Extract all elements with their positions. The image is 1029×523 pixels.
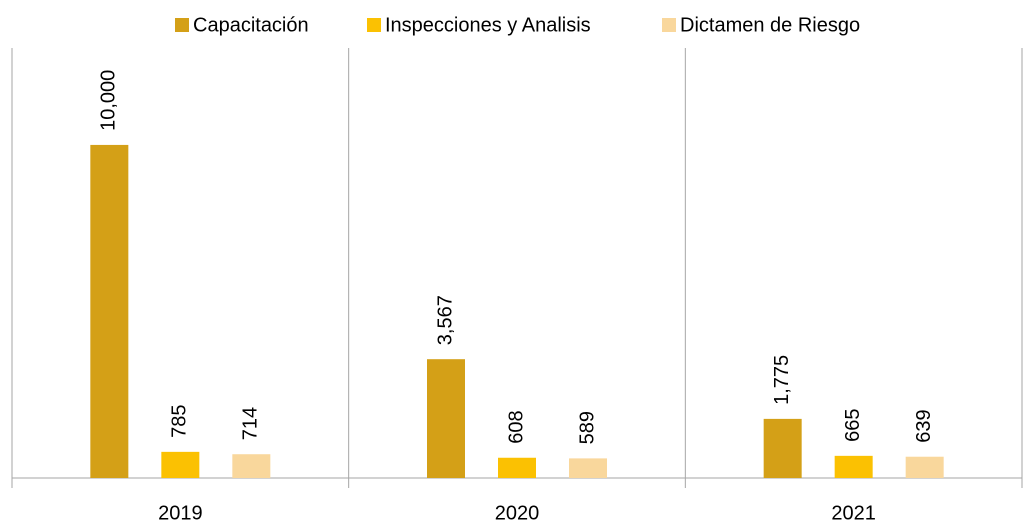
data-label: 589 [576, 411, 598, 444]
bar [569, 458, 607, 478]
bar [427, 359, 465, 478]
bar [90, 144, 129, 478]
legend-swatch [367, 18, 381, 32]
data-label: 785 [169, 404, 191, 437]
bar [905, 456, 944, 478]
data-label: 1,775 [771, 355, 793, 405]
legend-swatch [175, 18, 189, 32]
bar [834, 455, 873, 478]
data-label: 639 [913, 409, 935, 442]
x-tick-label: 2019 [158, 502, 203, 523]
x-tick-label: 2020 [495, 502, 540, 523]
data-label: 10,000 [98, 70, 120, 131]
legend-label: Inspecciones y Analisis [385, 14, 591, 36]
data-label: 714 [240, 407, 262, 440]
legend-swatch [662, 18, 676, 32]
data-label: 3,567 [434, 295, 456, 345]
x-tick-label: 2021 [831, 502, 876, 523]
bar [161, 451, 200, 478]
data-label: 665 [842, 408, 864, 441]
bar [498, 457, 536, 478]
legend-label: Capacitación [193, 14, 309, 36]
data-label: 608 [505, 410, 527, 443]
bar [232, 454, 271, 478]
bar [763, 418, 802, 478]
legend-label: Dictamen de Riesgo [680, 14, 860, 36]
